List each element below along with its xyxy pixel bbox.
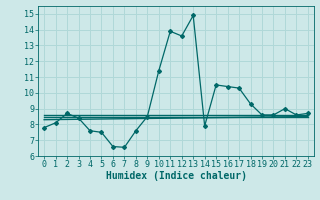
X-axis label: Humidex (Indice chaleur): Humidex (Indice chaleur): [106, 171, 246, 181]
